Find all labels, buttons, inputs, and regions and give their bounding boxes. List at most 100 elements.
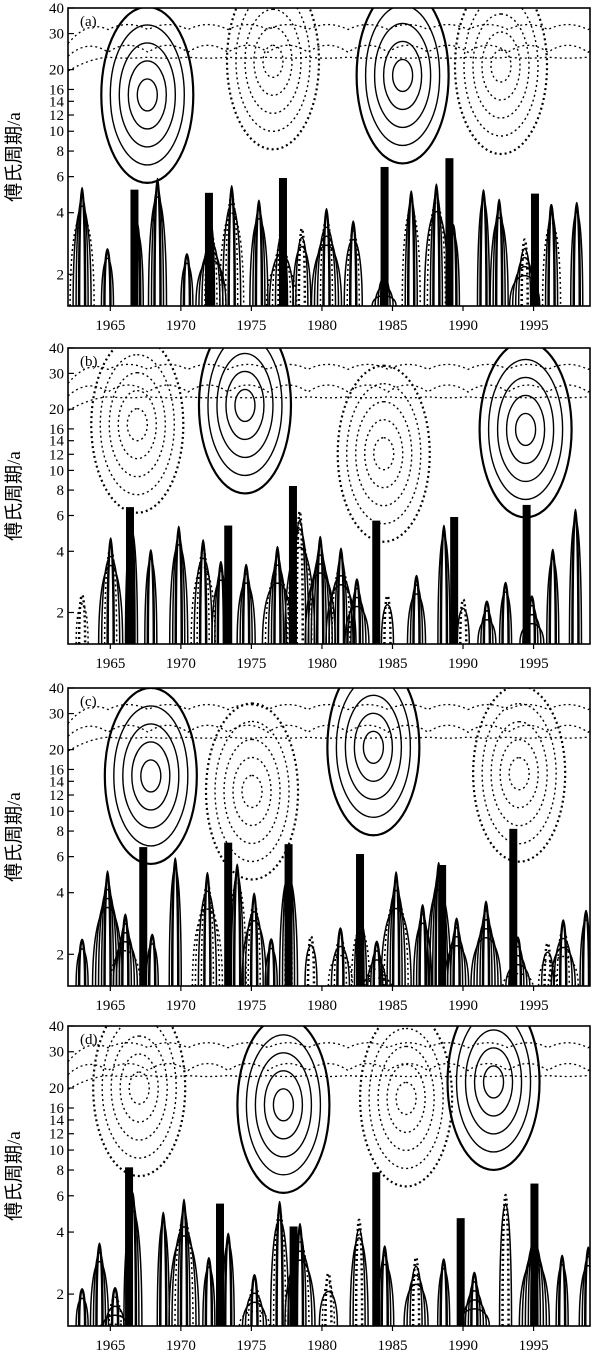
contour-short-period [418,904,427,986]
y-axis-title: 傅氏周期/a [3,792,25,882]
contour-short-period [412,574,421,644]
contour-short-period [159,1211,168,1326]
contour-short-period [350,588,364,644]
contour-short-period [324,1272,333,1326]
panel-label: (c) [80,694,97,710]
panel-label: (b) [80,354,98,370]
contour-short-period [77,593,87,644]
y-tick-label: 10 [49,124,64,140]
contour-short-period [559,919,568,986]
contour-short-period [415,913,430,986]
contour-positive [326,688,421,837]
contour-short-period [318,1291,339,1326]
contour-short-period [110,1287,120,1326]
contour-negative [490,49,512,83]
contour-field [68,688,590,986]
y-tick-label: 40 [49,1019,64,1035]
contour-negative [235,8,311,133]
contour-short-period [306,935,316,986]
contour-short-period [115,932,136,986]
contour-short-period [426,201,447,306]
x-tick-label: 1990 [448,656,478,672]
contour-positive [263,1070,304,1140]
contour-cluster [125,507,134,644]
contour-positive [245,1034,322,1176]
contour-short-period [77,938,87,986]
contour-short-period [367,959,387,986]
contour-short-period [557,1254,567,1326]
contour-short-period [112,941,139,986]
contour-short-period [275,1201,284,1326]
contour-short-period [480,610,494,644]
contour-short-period [118,923,133,986]
contour-field [68,1026,590,1326]
contour-short-period [519,623,545,644]
contour-negative [68,56,590,72]
contour-short-period [236,582,256,644]
y-tick-label: 14 [49,774,65,790]
x-tick-label: 1985 [377,318,407,334]
contour-negative [241,774,263,809]
contour-short-period [498,1203,513,1326]
contour-short-period [191,908,224,986]
contour-short-period [180,262,194,306]
contour-short-period [479,189,488,306]
y-tick-label: 40 [49,681,64,697]
contour-negative [232,756,272,827]
contour-short-period [92,1252,107,1326]
contour-short-period [203,871,212,986]
contour-negative [359,1026,454,1188]
contour-short-period [406,593,427,644]
contour-short-period [109,950,142,986]
contour-short-period [439,1258,448,1326]
contour-negative [225,8,321,151]
contour-short-period [581,1256,590,1326]
contour-short-period [193,557,213,644]
contour-short-period [103,870,112,986]
contour-cluster [456,1218,465,1326]
contour-short-period [147,196,168,306]
contour-short-period [247,1283,262,1326]
x-tick-label: 1990 [448,318,478,334]
x-tick-label: 1990 [448,998,478,1014]
y-tick-label: 20 [49,1081,64,1097]
contour-short-period [168,867,183,986]
x-tick-label: 1995 [519,998,549,1014]
contour-short-period [95,1242,104,1326]
contour-short-period [250,1274,259,1326]
x-tick-label: 1980 [307,998,337,1014]
contour-negative [68,363,590,384]
contour-short-period [249,217,269,306]
contour-short-period [266,938,276,986]
contour-short-period [171,535,186,644]
contour-positive [207,348,283,477]
y-tick-label: 16 [49,1101,65,1117]
contour-short-period [372,940,382,986]
contour-short-period [321,1281,336,1326]
contour-negative [101,1026,177,1159]
contour-cluster [224,525,233,644]
y-tick-label: 6 [57,850,65,866]
contour-short-period [106,537,115,644]
contour-short-period [386,890,406,986]
y-tick-label: 10 [49,463,64,479]
contour-positive [103,688,198,866]
contour-negative [92,1026,187,1178]
contour-short-period [380,604,395,644]
contour-short-period [470,1271,479,1326]
y-tick-label: 16 [49,422,65,438]
contour-cluster [204,192,213,306]
contour-cluster [289,1226,298,1326]
contour-positive [446,1026,541,1172]
contour-short-period [295,510,304,644]
y-axis-title: 傅氏周期/a [3,451,25,541]
contour-short-period [179,1199,189,1326]
contour-positive [335,688,412,818]
contour-short-period [168,1235,200,1326]
x-tick-label: 1995 [519,656,549,672]
contour-negative [481,702,557,845]
x-tick-label: 1980 [307,1338,337,1354]
contour-short-period [295,236,309,306]
